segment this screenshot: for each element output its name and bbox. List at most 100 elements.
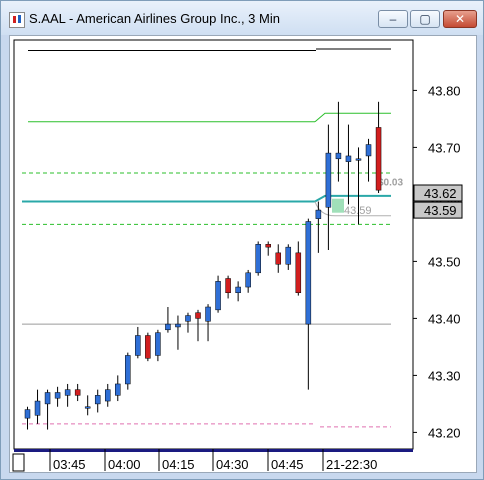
- candle-body: [165, 323, 171, 331]
- candle-body: [255, 244, 261, 274]
- last-price-tag-text: 43.62: [424, 186, 457, 201]
- price-chart[interactable]: 43.8043.7043.6043.5043.4043.3043.2043.59…: [10, 36, 478, 474]
- candle-body: [155, 332, 161, 356]
- candle: [315, 201, 322, 253]
- candle: [155, 329, 161, 362]
- candle: [205, 304, 211, 342]
- candle-body: [335, 152, 342, 160]
- candle: [135, 326, 141, 359]
- maximize-button[interactable]: ▢: [410, 10, 440, 28]
- candle: [104, 383, 111, 407]
- candle-body: [285, 246, 292, 265]
- candle: [94, 389, 101, 413]
- candle-body: [145, 335, 151, 359]
- y-tick-label: 43.50: [428, 254, 461, 269]
- candle: [355, 147, 362, 225]
- candle-body: [265, 244, 271, 248]
- candle-body: [115, 383, 121, 396]
- candle-body: [44, 392, 51, 405]
- candle: [175, 315, 181, 350]
- candle-body: [325, 152, 332, 208]
- bid-price-tag-box: [413, 201, 463, 219]
- y-tick-label: 43.30: [428, 368, 461, 383]
- candle: [305, 218, 312, 390]
- candle-body: [355, 158, 362, 161]
- close-button[interactable]: ✕: [443, 10, 477, 28]
- candle-body: [64, 389, 71, 396]
- x-tick-label: 03:45: [53, 457, 86, 472]
- y-tick-label: 43.80: [428, 83, 461, 98]
- candle-body: [205, 306, 211, 322]
- candle: [64, 383, 71, 407]
- candle-body: [235, 286, 241, 294]
- candle: [195, 309, 201, 342]
- title-bar[interactable]: S.AAL - American Airlines Group Inc., 3 …: [1, 1, 483, 35]
- candle: [365, 138, 372, 182]
- close-icon: ✕: [454, 12, 466, 26]
- candle: [375, 101, 382, 193]
- candle: [44, 389, 51, 430]
- candle-body: [195, 312, 201, 319]
- maximize-icon: ▢: [419, 12, 431, 26]
- candle: [245, 269, 251, 293]
- x-tick-label: 04:45: [271, 457, 304, 472]
- candle: [335, 101, 342, 182]
- candle-body: [84, 406, 91, 409]
- candle-body: [125, 355, 131, 385]
- minimize-button[interactable]: –: [378, 10, 408, 28]
- candle: [145, 332, 151, 362]
- chart-app-icon[interactable]: [9, 12, 25, 28]
- scroll-handle: [12, 453, 25, 472]
- y-tick-label: 43.40: [428, 311, 461, 326]
- plot-area: [13, 39, 414, 450]
- change-label: $0.03: [378, 178, 403, 189]
- candle-body: [185, 315, 191, 322]
- upper-green-line-right: [314, 112, 391, 123]
- bid-marker-curve: [314, 201, 336, 217]
- y-tick-label: 43.70: [428, 140, 461, 155]
- x-tick-label: 04:00: [108, 457, 141, 472]
- candle-body: [295, 252, 302, 294]
- candle-body: [225, 278, 231, 293]
- candle: [74, 383, 81, 402]
- candle-body: [375, 127, 382, 191]
- candle: [185, 312, 191, 333]
- candle-body: [365, 144, 372, 157]
- candle-body: [34, 400, 41, 416]
- candle: [345, 124, 352, 205]
- candle-body: [215, 281, 221, 311]
- y-tick-label: 43.20: [428, 425, 461, 440]
- candle: [165, 307, 171, 333]
- candle: [265, 241, 271, 256]
- candle: [24, 406, 31, 430]
- candle-body: [305, 221, 312, 325]
- teal-level-line-right: [314, 194, 391, 203]
- candle: [225, 275, 231, 299]
- bid-marker-label: 43.59: [344, 205, 372, 217]
- candle-body: [135, 335, 141, 356]
- chart-content: 43.8043.7043.6043.5043.4043.3043.2043.59…: [9, 35, 477, 473]
- candle: [34, 389, 41, 424]
- candle-body: [275, 252, 281, 265]
- candle-body: [74, 389, 81, 396]
- candle-body: [175, 323, 181, 328]
- candle: [295, 241, 302, 296]
- candle: [275, 244, 281, 273]
- candle: [235, 281, 241, 302]
- candle: [325, 124, 332, 250]
- x-tick-label: 21-22:30: [326, 457, 377, 472]
- candle-body: [345, 155, 352, 162]
- last-price-tag-box: [413, 184, 463, 202]
- candle: [84, 395, 91, 416]
- window-title: S.AAL - American Airlines Group Inc., 3 …: [29, 11, 280, 26]
- bid-marker-highlight: [332, 198, 344, 213]
- candle: [54, 386, 61, 407]
- candle-body: [54, 392, 61, 399]
- candle-body: [24, 409, 31, 419]
- candle: [125, 352, 131, 390]
- candle: [215, 275, 221, 313]
- x-tick-label: 04:30: [216, 457, 249, 472]
- candle: [255, 241, 261, 276]
- x-tick-label: 04:15: [162, 457, 195, 472]
